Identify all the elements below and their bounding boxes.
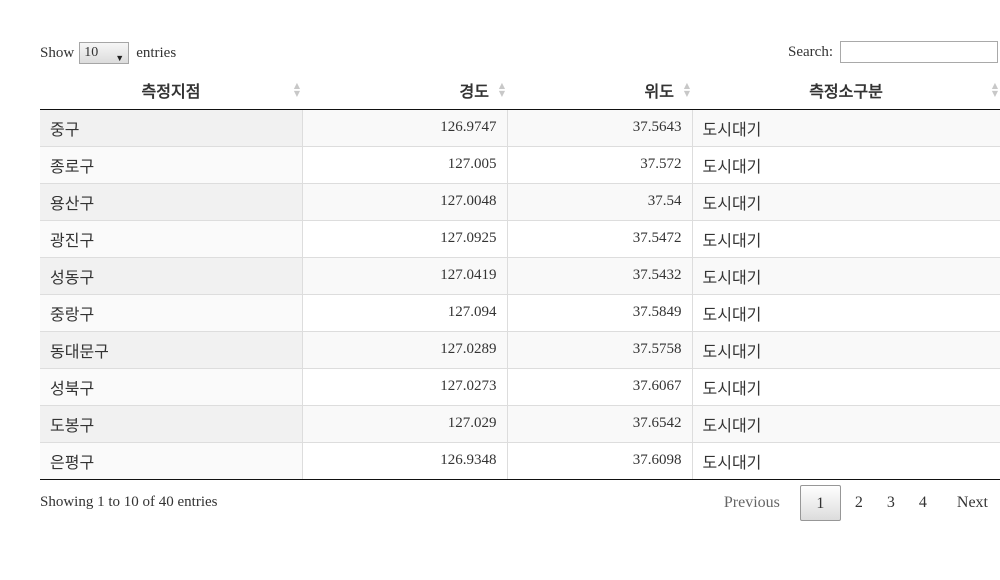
sort-icon: ▲ ▼ bbox=[991, 81, 998, 98]
longitude-cell: 127.005 bbox=[301, 145, 507, 183]
data-table: 측정지점 ▲ ▼ 경도 ▲ ▼ 위도 ▲ ▼ 측정소구분 ▲ ▼ 중구 126.9747… bbox=[40, 71, 1000, 480]
station-cell: 동대문구 bbox=[40, 330, 302, 368]
chevron-down-icon: ▼ bbox=[115, 53, 125, 63]
station-cell: 종로구 bbox=[40, 145, 302, 183]
station-cell: 은평구 bbox=[40, 441, 302, 480]
table-row: 중랑구 127.094 37.5849 도시대기 bbox=[40, 293, 1000, 331]
latitude-cell: 37.5758 bbox=[506, 330, 692, 368]
page-button-4[interactable]: 4 bbox=[918, 494, 927, 511]
page-button-2[interactable]: 2 bbox=[854, 494, 863, 511]
station-type-cell: 도시대기 bbox=[691, 256, 1000, 294]
show-label: Show bbox=[40, 44, 75, 61]
search-control: Search: bbox=[788, 41, 998, 63]
next-button[interactable]: Next bbox=[956, 494, 988, 511]
table-row: 도봉구 127.029 37.6542 도시대기 bbox=[40, 404, 1000, 442]
latitude-cell: 37.6098 bbox=[506, 441, 692, 480]
entries-per-page-value: 10 bbox=[84, 45, 99, 60]
table-row: 은평구 126.9348 37.6098 도시대기 bbox=[40, 441, 1000, 480]
station-cell: 도봉구 bbox=[40, 404, 302, 442]
station-cell: 광진구 bbox=[40, 219, 302, 257]
latitude-cell: 37.54 bbox=[506, 182, 692, 220]
longitude-cell: 127.0419 bbox=[301, 256, 507, 294]
page-button-3[interactable]: 3 bbox=[886, 494, 895, 511]
latitude-cell: 37.6067 bbox=[506, 367, 692, 405]
station-type-cell: 도시대기 bbox=[691, 441, 1000, 480]
entries-label: entries bbox=[136, 44, 177, 61]
column-header-longitude[interactable]: 경도 ▲ ▼ bbox=[302, 71, 507, 110]
column-header-latitude[interactable]: 위도 ▲ ▼ bbox=[507, 71, 692, 110]
column-header-label: 측정소구분 bbox=[809, 81, 883, 101]
longitude-cell: 127.094 bbox=[301, 293, 507, 331]
table-row: 성동구 127.0419 37.5432 도시대기 bbox=[40, 256, 1000, 294]
column-header-station[interactable]: 측정지점 ▲ ▼ bbox=[40, 71, 302, 110]
table-row: 동대문구 127.0289 37.5758 도시대기 bbox=[40, 330, 1000, 368]
station-type-cell: 도시대기 bbox=[691, 182, 1000, 220]
table-row: 종로구 127.005 37.572 도시대기 bbox=[40, 145, 1000, 183]
column-header-station-type[interactable]: 측정소구분 ▲ ▼ bbox=[692, 71, 1000, 110]
table-row: 성북구 127.0273 37.6067 도시대기 bbox=[40, 367, 1000, 405]
latitude-cell: 37.572 bbox=[506, 145, 692, 183]
station-cell: 성북구 bbox=[40, 367, 302, 405]
station-type-cell: 도시대기 bbox=[691, 145, 1000, 183]
sort-icon: ▲ ▼ bbox=[683, 81, 690, 98]
longitude-cell: 127.029 bbox=[301, 404, 507, 442]
longitude-cell: 127.0925 bbox=[301, 219, 507, 257]
sort-icon: ▲ ▼ bbox=[498, 81, 505, 98]
table-row: 용산구 127.0048 37.54 도시대기 bbox=[40, 182, 1000, 220]
sort-icon: ▲ ▼ bbox=[293, 81, 300, 98]
station-type-cell: 도시대기 bbox=[691, 367, 1000, 405]
table-header-row: 측정지점 ▲ ▼ 경도 ▲ ▼ 위도 ▲ ▼ 측정소구분 ▲ ▼ bbox=[40, 71, 1000, 110]
page-button-1[interactable]: 1 bbox=[799, 485, 841, 521]
longitude-cell: 126.9348 bbox=[301, 441, 507, 480]
station-type-cell: 도시대기 bbox=[691, 219, 1000, 257]
longitude-cell: 127.0289 bbox=[301, 330, 507, 368]
latitude-cell: 37.5643 bbox=[506, 109, 692, 146]
station-cell: 성동구 bbox=[40, 256, 302, 294]
column-header-label: 위도 bbox=[644, 81, 674, 101]
column-header-label: 측정지점 bbox=[141, 81, 201, 101]
longitude-cell: 126.9747 bbox=[301, 109, 507, 146]
longitude-cell: 127.0273 bbox=[301, 367, 507, 405]
table-info: Showing 1 to 10 of 40 entries bbox=[40, 494, 218, 510]
search-label: Search: bbox=[788, 43, 833, 60]
table-row: 중구 126.9747 37.5643 도시대기 bbox=[40, 109, 1000, 146]
longitude-cell: 127.0048 bbox=[301, 182, 507, 220]
station-cell: 중구 bbox=[40, 109, 302, 146]
station-type-cell: 도시대기 bbox=[691, 330, 1000, 368]
latitude-cell: 37.6542 bbox=[506, 404, 692, 442]
pagination: Previous 1 2 3 4 Next bbox=[712, 485, 1000, 521]
station-type-cell: 도시대기 bbox=[691, 109, 1000, 146]
entries-length-control: Show 10 ▼ entries bbox=[40, 42, 176, 64]
column-header-label: 경도 bbox=[459, 81, 489, 101]
station-cell: 용산구 bbox=[40, 182, 302, 220]
station-type-cell: 도시대기 bbox=[691, 404, 1000, 442]
latitude-cell: 37.5432 bbox=[506, 256, 692, 294]
table-row: 광진구 127.0925 37.5472 도시대기 bbox=[40, 219, 1000, 257]
latitude-cell: 37.5472 bbox=[506, 219, 692, 257]
station-type-cell: 도시대기 bbox=[691, 293, 1000, 331]
entries-per-page-select[interactable]: 10 ▼ bbox=[79, 42, 130, 64]
station-cell: 중랑구 bbox=[40, 293, 302, 331]
previous-button[interactable]: Previous bbox=[723, 494, 780, 511]
latitude-cell: 37.5849 bbox=[506, 293, 692, 331]
search-input[interactable] bbox=[840, 41, 998, 63]
